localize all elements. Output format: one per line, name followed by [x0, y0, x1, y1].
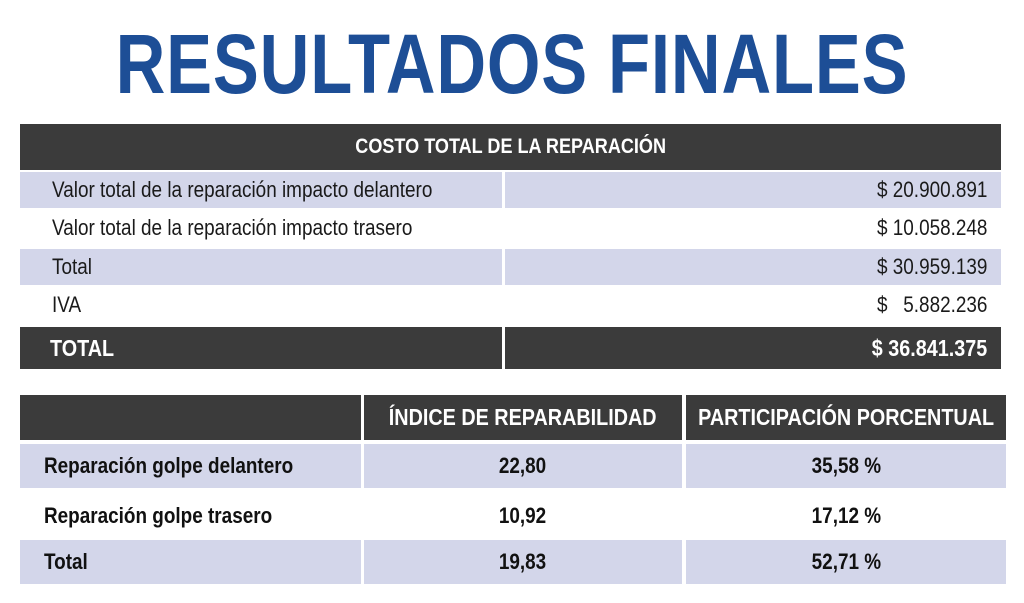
index-row-participacion: 17,12 % [811, 503, 881, 528]
cost-grand-total-value: $ 36.841.375 [871, 334, 987, 361]
index-row-delantero: Reparación golpe delantero 22,80 35,58 % [20, 444, 1006, 488]
cost-row-value: $ 5.882.236 [876, 292, 987, 317]
cost-row-total: Total $ 30.959.139 [20, 249, 1001, 285]
index-table-header: ÍNDICE DE REPARABILIDAD PARTICIPACIÓN PO… [20, 395, 1006, 440]
index-row-indice: 10,92 [499, 503, 547, 528]
cost-table-header: COSTO TOTAL DE LA REPARACIÓN [20, 124, 1001, 170]
cost-row-value: $ 30.959.139 [876, 254, 987, 279]
cost-row-delantero: Valor total de la reparación impacto del… [20, 172, 1001, 208]
index-header-indice: ÍNDICE DE REPARABILIDAD [364, 395, 682, 440]
index-row-indice: 22,80 [499, 453, 547, 478]
cost-row-label: Valor total de la reparación impacto del… [52, 177, 433, 202]
cost-row-trasero: Valor total de la reparación impacto tra… [20, 210, 1001, 246]
index-row-label: Reparación golpe trasero [44, 503, 273, 528]
cost-table-header-label: COSTO TOTAL DE LA REPARACIÓN [355, 135, 666, 158]
cost-grand-total-label: TOTAL [50, 334, 115, 361]
cost-row-label: Total [52, 254, 92, 279]
cost-row-value: $ 20.900.891 [876, 177, 987, 202]
cost-row-label: Valor total de la reparación impacto tra… [52, 215, 413, 240]
cost-row-iva: IVA $ 5.882.236 [20, 287, 1001, 323]
index-row-participacion: 52,71 % [811, 549, 881, 574]
index-row-label: Reparación golpe delantero [44, 453, 294, 478]
index-row-participacion: 35,58 % [811, 453, 881, 478]
cost-grand-total-row: TOTAL $ 36.841.375 [20, 327, 1001, 369]
cost-row-label: IVA [52, 292, 82, 317]
page-title: RESULTADOS FINALES [115, 17, 909, 111]
index-row-total: Total 19,83 52,71 % [20, 540, 1006, 584]
index-row-indice: 19,83 [499, 549, 547, 574]
index-header-blank [20, 395, 361, 440]
cost-row-value: $ 10.058.248 [876, 215, 987, 240]
index-header-indice-label: ÍNDICE DE REPARABILIDAD [389, 404, 657, 430]
index-row-label: Total [44, 549, 88, 574]
index-header-participacion-label: PARTICIPACIÓN PORCENTUAL [698, 404, 994, 430]
index-row-trasero: Reparación golpe trasero 10,92 17,12 % [20, 494, 1006, 538]
index-header-participacion: PARTICIPACIÓN PORCENTUAL [686, 395, 1006, 440]
